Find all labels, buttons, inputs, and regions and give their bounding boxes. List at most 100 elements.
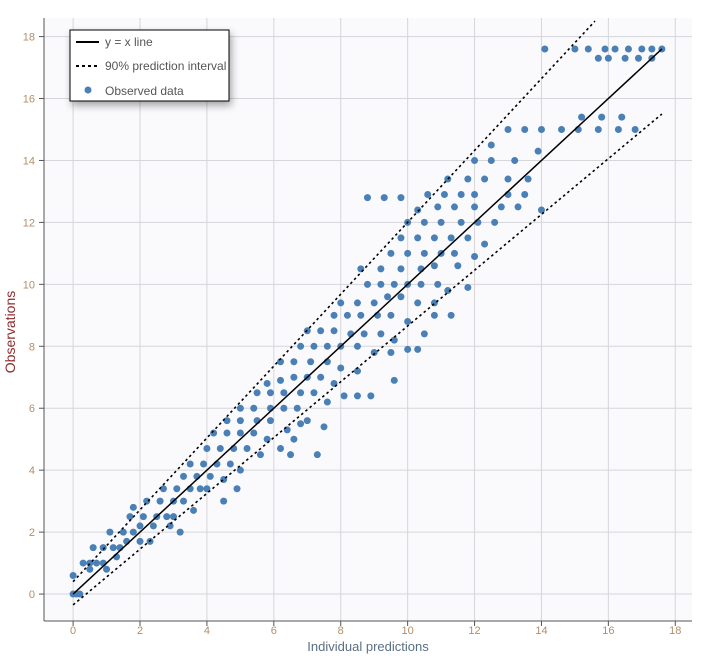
data-point: [353, 367, 361, 375]
data-point: [614, 125, 622, 133]
x-axis-title: Individual predictions: [307, 639, 429, 654]
y-tick-label: 6: [29, 403, 35, 415]
data-point: [109, 544, 117, 552]
data-point: [487, 141, 495, 149]
data-point: [521, 125, 529, 133]
data-point: [604, 54, 612, 62]
data-point: [263, 379, 271, 387]
data-point: [390, 280, 398, 288]
data-point: [353, 342, 361, 350]
data-point: [250, 404, 258, 412]
data-point: [323, 342, 331, 350]
y-tick-label: 0: [29, 589, 35, 601]
data-point: [176, 528, 184, 536]
data-point: [310, 342, 318, 350]
data-point: [464, 234, 472, 242]
data-point: [156, 497, 164, 505]
observed-data-points: [69, 45, 666, 598]
y-tick-label: 8: [29, 341, 35, 353]
y-tick-label: 16: [23, 94, 35, 106]
data-point: [297, 389, 305, 397]
data-point: [558, 125, 566, 133]
y-tick-label: 10: [23, 279, 35, 291]
data-point: [293, 404, 301, 412]
data-point: [487, 156, 495, 164]
data-point: [430, 234, 438, 242]
data-point: [353, 392, 361, 400]
data-point: [143, 497, 151, 505]
data-point: [290, 373, 298, 381]
data-point: [357, 265, 365, 273]
data-point: [387, 311, 395, 319]
y-tick-label: 18: [23, 32, 35, 44]
data-point: [126, 513, 134, 521]
data-point: [256, 451, 264, 459]
data-point: [430, 311, 438, 319]
data-point: [79, 559, 87, 567]
data-point: [106, 528, 114, 536]
data-point: [571, 45, 579, 53]
x-tick-label: 8: [338, 625, 344, 637]
data-point: [390, 376, 398, 384]
data-point: [353, 299, 361, 307]
legend-label-observed: Observed data: [105, 84, 184, 98]
y-axis-title: Observations: [2, 291, 18, 373]
data-point: [521, 191, 529, 199]
data-point: [297, 342, 305, 350]
data-point: [76, 590, 84, 598]
data-point: [337, 299, 345, 307]
data-point: [266, 389, 274, 397]
y-axis-ticks: 0 2 4 6 8 10 12 14 16 18: [23, 32, 44, 601]
data-point: [594, 54, 602, 62]
data-point: [471, 156, 479, 164]
legend-point-icon: [84, 86, 92, 94]
legend: y = x line 90% prediction interval Obser…: [69, 29, 230, 102]
x-axis-ticks: 0 2 4 6 8 10 12 14 16 18: [70, 621, 681, 637]
x-tick-label: 16: [602, 625, 614, 637]
data-point: [457, 191, 465, 199]
data-point: [631, 125, 639, 133]
data-point: [139, 513, 147, 521]
data-point: [206, 472, 214, 480]
data-point: [481, 240, 489, 248]
data-point: [397, 265, 405, 273]
data-point: [450, 203, 458, 211]
data-point: [437, 218, 445, 226]
data-point: [414, 299, 422, 307]
data-point: [648, 45, 656, 53]
data-point: [320, 423, 328, 431]
data-point: [136, 537, 144, 545]
data-point: [330, 327, 338, 335]
data-point: [169, 513, 177, 521]
data-point: [69, 571, 77, 579]
data-point: [337, 364, 345, 372]
data-point: [511, 156, 519, 164]
data-point: [471, 252, 479, 260]
data-point: [173, 485, 181, 493]
data-point: [370, 299, 378, 307]
reference-lines: [72, 20, 663, 606]
data-point: [233, 485, 241, 493]
data-point: [363, 194, 371, 202]
data-point: [86, 565, 94, 573]
data-point: [584, 45, 592, 53]
data-point: [340, 392, 348, 400]
y-tick-label: 14: [23, 155, 35, 167]
data-point: [497, 203, 505, 211]
data-point: [196, 485, 204, 493]
y-tick-label: 12: [23, 217, 35, 229]
data-point: [159, 485, 167, 493]
data-point: [343, 311, 351, 319]
data-point: [464, 283, 472, 291]
data-point: [190, 506, 198, 514]
data-point: [119, 528, 127, 536]
legend-label-interval: 90% prediction interval: [105, 59, 226, 73]
data-point: [297, 420, 305, 428]
data-point: [447, 311, 455, 319]
data-point: [618, 113, 626, 121]
data-point: [534, 147, 542, 155]
x-tick-label: 10: [402, 625, 414, 637]
data-point: [420, 330, 428, 338]
data-point: [404, 318, 412, 326]
